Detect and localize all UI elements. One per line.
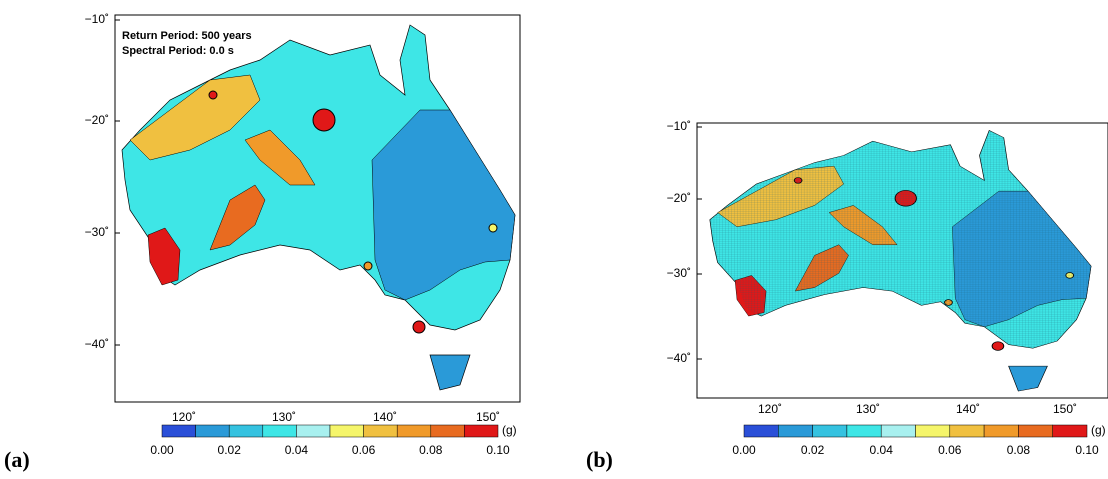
- colorbar-tick-label: 0.02: [218, 443, 242, 457]
- colorbar-segment: [228, 424, 264, 438]
- lon-tick-label: 130˚: [856, 402, 880, 416]
- colorbar-tick-label: 0.04: [870, 443, 894, 457]
- colorbar-tick-label: 0.04: [285, 443, 309, 457]
- annotation: Return Period: 500 years: [122, 30, 252, 42]
- colorbar-segment: [778, 424, 813, 438]
- annotation: Spectral Period: 0.0 s: [122, 45, 234, 57]
- lat-tick-label: −40˚: [667, 351, 691, 365]
- colorbar-segment: [161, 424, 196, 438]
- colorbar-segment: [396, 424, 432, 438]
- lat-tick-label: −30˚: [667, 266, 691, 280]
- colorbar-segment: [1018, 424, 1053, 438]
- map: [121, 24, 516, 391]
- colorbar-tick-label: 0.10: [1075, 443, 1099, 457]
- colorbar-segment: [430, 424, 465, 438]
- colorbar-segment: [915, 424, 951, 438]
- colorbar-segment: [195, 424, 230, 438]
- lon-tick-label: 120˚: [758, 402, 782, 416]
- colorbar-tick-label: 0.02: [801, 443, 825, 457]
- lon-tick-label: 130˚: [272, 410, 296, 424]
- lat-tick-label: −10˚: [667, 119, 691, 133]
- colorbar-tick-label: 0.06: [938, 443, 962, 457]
- colorbar-segment: [812, 424, 848, 438]
- colorbar-tick-label: 0.08: [419, 443, 443, 457]
- colorbar-tick-label: 0.06: [352, 443, 376, 457]
- map-frame: [114, 14, 521, 403]
- colorbar-segment: [949, 424, 985, 438]
- map-frame: [696, 122, 1108, 399]
- colorbar-segment: [329, 424, 364, 438]
- colorbar-segment: [262, 424, 297, 438]
- lat-tick-label: −30˚: [85, 225, 109, 239]
- colorbar-unit: (g): [1091, 423, 1106, 437]
- lat-tick-label: −20˚: [85, 113, 109, 127]
- lon-tick-label: 140˚: [956, 402, 980, 416]
- colorbar-segment: [1052, 424, 1088, 438]
- panel-label: (a): [4, 447, 30, 472]
- colorbar-segment: [880, 424, 916, 438]
- colorbar-tick-label: 0.00: [150, 443, 174, 457]
- surface-map: [709, 129, 1092, 392]
- colorbar-segment: [296, 424, 331, 438]
- colorbar-tick-label: 0.00: [732, 443, 756, 457]
- lat-tick-label: −40˚: [85, 337, 109, 351]
- lat-tick-label: −20˚: [667, 191, 691, 205]
- colorbar-tick-label: 0.10: [486, 443, 510, 457]
- colorbar-tick-label: 0.08: [1007, 443, 1031, 457]
- colorbar-segment: [363, 424, 398, 438]
- colorbar-segment: [743, 424, 779, 438]
- lon-tick-label: 140˚: [373, 410, 397, 424]
- lat-tick-label: −10˚: [85, 12, 109, 26]
- colorbar-segment: [464, 424, 499, 438]
- colorbar-segment: [846, 424, 882, 438]
- panel-label: (b): [586, 447, 613, 472]
- lon-tick-label: 120˚: [172, 410, 196, 424]
- lon-tick-label: 150˚: [476, 410, 500, 424]
- lon-tick-label: 150˚: [1053, 402, 1077, 416]
- colorbar-segment: [983, 424, 1019, 438]
- colorbar-unit: (g): [502, 423, 517, 437]
